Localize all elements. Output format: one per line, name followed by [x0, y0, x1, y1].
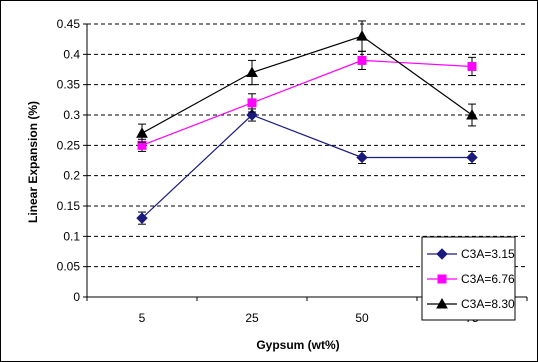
series-2 [137, 50, 477, 152]
data-point [136, 212, 148, 224]
y-tick-label: 0.2 [63, 169, 80, 183]
series-line [141, 114, 472, 219]
x-tick-label: 50 [355, 311, 369, 325]
series-1 [136, 108, 478, 225]
y-tick-label: 0.15 [57, 199, 81, 213]
data-point [357, 55, 367, 65]
y-tick-labels: 0 0.05 0.1 0.15 0.2 0.25 0.3 0.35 0.4 0.45 [57, 17, 81, 304]
legend-item: C3A=8.30 [427, 297, 515, 311]
series-3 [136, 20, 478, 143]
x-tick-label: 25 [245, 311, 259, 325]
y-tick-label: 0 [73, 290, 80, 304]
legend-label: C3A=3.15 [461, 247, 515, 261]
y-tick-label: 0.3 [63, 108, 80, 122]
y-tick-label: 0.4 [63, 47, 80, 61]
y-tick-label: 0.25 [57, 138, 81, 152]
data-point [246, 109, 258, 121]
series-line [141, 35, 473, 134]
y-axis-title: Linear Expansion (%) [26, 101, 40, 223]
data-point [467, 61, 477, 71]
data-point [356, 151, 368, 164]
legend-label: C3A=8.30 [461, 297, 515, 311]
legend-marker [437, 274, 447, 284]
legend-item: C3A=3.15 [427, 247, 515, 261]
data-point [466, 108, 478, 120]
y-tick-label: 0.1 [63, 229, 80, 243]
gridlines [87, 23, 527, 268]
data-point [136, 127, 148, 138]
series [136, 20, 478, 225]
y-tick-label: 0.35 [57, 78, 81, 92]
legend-item: C3A=6.76 [427, 272, 515, 286]
y-tick-label: 0.45 [57, 17, 81, 31]
legend-items: C3A=3.15 C3A=6.76 C3A=8.30 [427, 247, 515, 311]
data-point [246, 66, 258, 78]
data-point [466, 151, 478, 164]
y-tick-label: 0.05 [57, 260, 81, 274]
legend-label: C3A=6.76 [461, 272, 515, 286]
series-line [141, 59, 473, 146]
x-axis-title: Gypsum (wt%) [256, 338, 339, 352]
x-tick-label: 5 [139, 311, 146, 325]
legend: C3A=3.15 C3A=6.76 C3A=8.30 [421, 236, 516, 321]
legend-marker [436, 297, 448, 309]
data-point [247, 98, 257, 108]
legend-marker [436, 248, 448, 260]
data-point [356, 30, 368, 41]
